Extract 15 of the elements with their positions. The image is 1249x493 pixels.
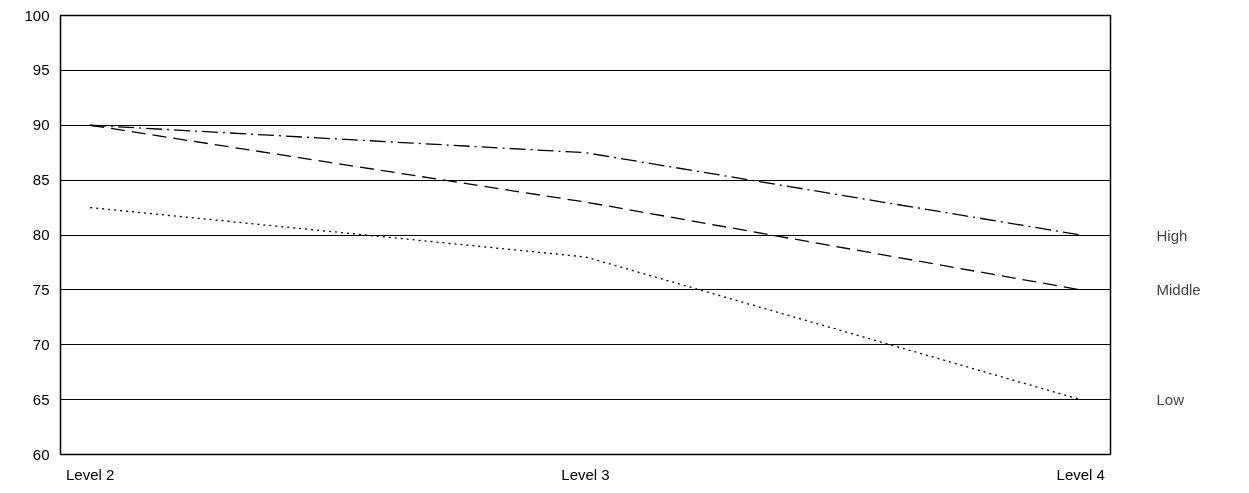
y-tick-label: 75: [32, 280, 50, 298]
y-tick-label: 100: [24, 6, 50, 24]
text: Middle: [1156, 281, 1201, 299]
y-tick-label: 65: [32, 390, 50, 408]
text: High: [1156, 226, 1188, 244]
x-tick-label: Level 2: [66, 465, 115, 483]
x-tick-label: Level 4: [1056, 465, 1105, 483]
y-tick-label: 80: [32, 226, 50, 243]
y-tick-label: 90: [32, 116, 50, 134]
x-tick-label: Level 3: [561, 465, 610, 483]
y-tick-label: 85: [32, 171, 50, 189]
y-tick-label: 60: [32, 445, 50, 463]
y-tick-label: 95: [32, 61, 50, 79]
text: Low: [1156, 391, 1185, 409]
y-tick-label: 70: [32, 335, 50, 353]
